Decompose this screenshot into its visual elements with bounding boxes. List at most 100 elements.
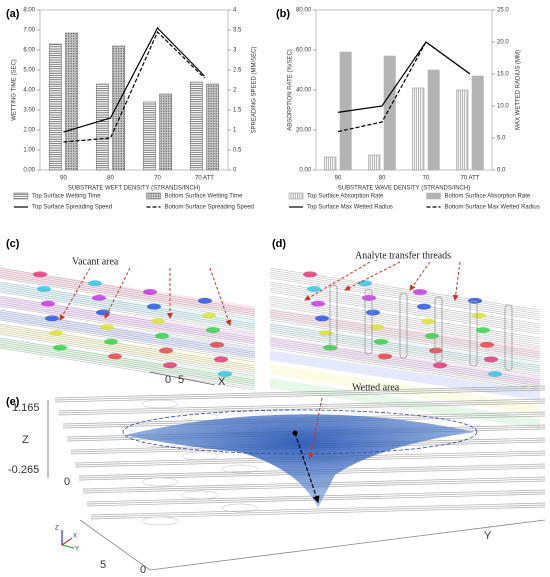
gap xyxy=(141,477,179,487)
thread xyxy=(0,285,256,329)
thread xyxy=(269,343,541,387)
thread-end xyxy=(315,315,329,322)
y2-tick-label: 5.0 xyxy=(497,136,506,142)
thread-tint xyxy=(0,310,255,359)
thread xyxy=(269,287,541,331)
illustrations xyxy=(0,261,546,571)
y2-tick-label: 10.0 xyxy=(497,104,509,110)
axis-3d xyxy=(149,371,216,386)
thread-end xyxy=(429,347,443,354)
axis-label: 0 xyxy=(165,374,171,386)
thread xyxy=(0,303,256,347)
thread-end xyxy=(206,327,220,334)
axis-label: -0.265 xyxy=(8,464,39,476)
arrow xyxy=(209,267,232,326)
thread xyxy=(0,301,256,345)
thread-end xyxy=(303,271,317,278)
y2-axis-title: SPREADING SPEED (MM/SEC) xyxy=(252,46,258,133)
arrow xyxy=(308,397,323,459)
wetted-rim xyxy=(122,409,478,455)
thread-end xyxy=(155,332,169,339)
thread-end xyxy=(151,318,165,325)
annotation: Analyte transfer threads xyxy=(355,250,451,261)
y2-tick-label: 0.0 xyxy=(497,168,506,174)
thread xyxy=(269,333,541,377)
y-tick-label: 8.00 xyxy=(23,8,35,14)
thread-end xyxy=(433,362,447,369)
thread xyxy=(269,315,541,359)
axis-label: X xyxy=(218,376,226,388)
y-tick-label: 40.00 xyxy=(296,88,312,94)
thread-end xyxy=(476,327,490,334)
line xyxy=(337,41,471,133)
y-tick-label: 7.00 xyxy=(23,28,35,34)
thread xyxy=(0,337,256,381)
thread-end xyxy=(88,280,102,287)
thread xyxy=(0,299,256,343)
thread xyxy=(0,305,256,349)
y2-tick-label: 1.5 xyxy=(233,108,242,114)
x-axis-title: SUBSTRATE WAVE DENSITY (STRANDS/INCH) xyxy=(338,186,470,192)
legend-label: Bottom Surface Spreading Speed xyxy=(165,205,254,211)
gap xyxy=(221,464,259,474)
panel-label: (b) xyxy=(276,8,290,20)
y-tick-label: 6.00 xyxy=(23,48,35,54)
bar xyxy=(189,81,203,171)
y2-tick-label: 1 xyxy=(233,128,237,134)
y2-tick-label: 2 xyxy=(233,88,237,94)
panel-label: (c) xyxy=(6,238,20,250)
legend-swatch xyxy=(146,192,161,200)
legend-label: Bottom Surface Wetting Time xyxy=(165,194,244,200)
thread xyxy=(0,277,256,321)
y-axis-title: WETTING TIME (SEC) xyxy=(12,59,18,121)
legend-swatch xyxy=(288,192,304,200)
vertical-thread xyxy=(504,304,513,371)
thread-tint xyxy=(0,282,255,331)
thread xyxy=(0,317,256,361)
thread-end xyxy=(370,324,384,331)
thread xyxy=(90,504,546,518)
thread-tint xyxy=(270,336,540,387)
axis-label: 0 xyxy=(140,564,146,576)
thread-end xyxy=(311,300,325,307)
y-tick-label: 20.00 xyxy=(296,128,312,134)
thread xyxy=(0,275,256,319)
y-tick-label: 80.00 xyxy=(296,8,312,14)
x-tick-label: 70 xyxy=(423,176,430,182)
thread xyxy=(269,305,541,349)
thread-end xyxy=(417,303,431,310)
thread xyxy=(269,275,541,319)
gap xyxy=(181,412,219,422)
thread xyxy=(269,289,541,333)
legend-swatch xyxy=(426,192,441,200)
thread xyxy=(269,329,541,373)
thread-tint xyxy=(270,322,540,373)
y-tick-label: 5.00 xyxy=(23,68,35,74)
bar xyxy=(324,156,337,171)
y2-tick-label: 3 xyxy=(233,48,237,54)
gap xyxy=(181,490,219,500)
legend-label: Top Surface Wetting Time xyxy=(32,194,101,200)
gap xyxy=(141,516,179,526)
x-tick-label: 80 xyxy=(379,176,386,182)
thread-end xyxy=(214,356,228,363)
thread-end xyxy=(104,338,118,345)
thread-end xyxy=(374,338,388,345)
thread xyxy=(58,400,546,414)
bar xyxy=(112,45,126,171)
thread-end xyxy=(202,312,216,319)
panel-label: (d) xyxy=(272,238,286,250)
thread xyxy=(269,327,541,371)
probe-arrow xyxy=(294,432,320,504)
arrow xyxy=(104,267,131,319)
thread xyxy=(58,402,546,416)
y-axis-title: ABSORPTION RATE (%/SEC) xyxy=(288,49,294,131)
gap xyxy=(221,503,259,513)
x-tick-label: 70 ATT xyxy=(461,176,480,182)
thread xyxy=(90,502,546,516)
thread xyxy=(269,301,541,345)
thread-end xyxy=(210,341,224,348)
thread xyxy=(0,271,256,315)
thread-tint xyxy=(0,296,255,345)
